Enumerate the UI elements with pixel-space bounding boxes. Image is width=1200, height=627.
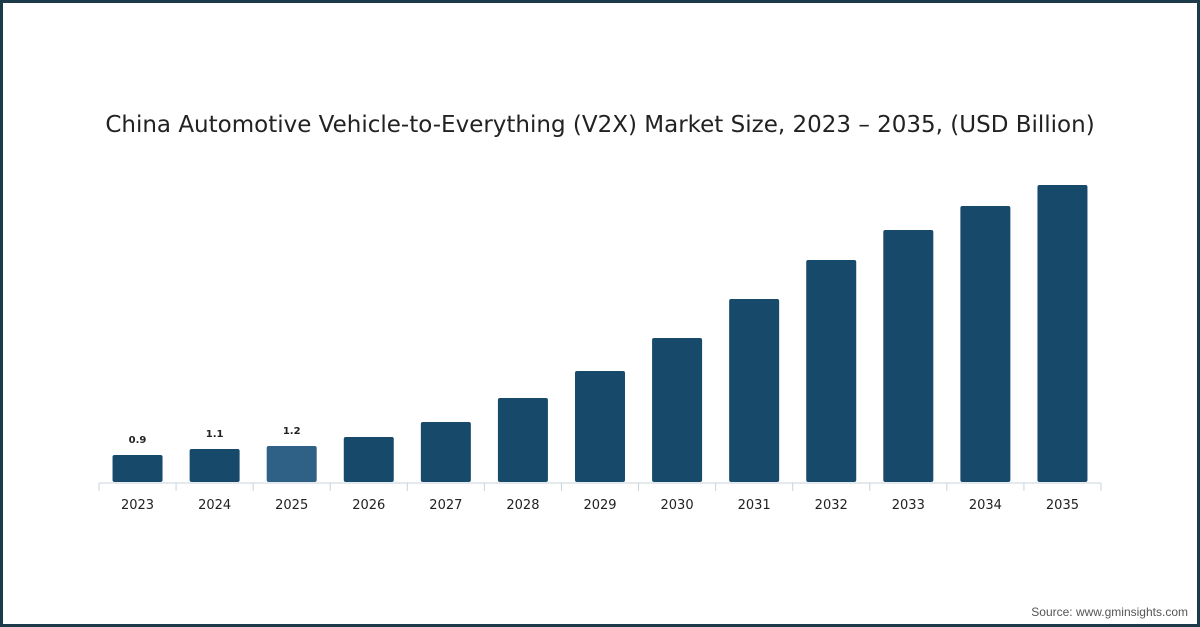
x-tick-label: 2030 — [661, 498, 694, 513]
x-tick-label: 2026 — [352, 498, 385, 513]
bar-2029 — [575, 371, 625, 482]
bar-2025 — [266, 446, 317, 482]
x-tick-label: 2031 — [738, 498, 771, 513]
bar-2028 — [497, 398, 548, 482]
bar-2027 — [420, 422, 471, 482]
bar-2026 — [343, 437, 394, 482]
x-tick-label: 2029 — [583, 498, 616, 513]
x-tick-label: 2024 — [198, 498, 231, 513]
data-label: 1.1 — [206, 429, 224, 440]
x-tick-label: 2035 — [1046, 498, 1079, 513]
bar-2031 — [729, 299, 780, 482]
bar-2034 — [960, 206, 1011, 482]
data-label: 0.9 — [129, 435, 147, 446]
x-tick-label: 2032 — [815, 498, 848, 513]
bar-2032 — [806, 260, 857, 482]
data-label: 1.2 — [283, 426, 301, 437]
bar-2033 — [883, 230, 934, 482]
x-tick-label: 2034 — [969, 498, 1002, 513]
source-note: Source: www.gminsights.com — [1031, 605, 1188, 619]
chart-title: China Automotive Vehicle-to-Everything (… — [105, 112, 1095, 138]
bar-2035 — [1037, 185, 1088, 482]
bar-2030 — [652, 338, 703, 482]
x-tick-label: 2033 — [892, 498, 925, 513]
bar-2024 — [189, 449, 240, 482]
x-tick-label: 2025 — [275, 498, 308, 513]
bar-2023 — [112, 455, 163, 482]
x-tick-label: 2028 — [506, 498, 539, 513]
x-tick-label: 2023 — [121, 498, 154, 513]
x-tick-label: 2027 — [429, 498, 462, 513]
